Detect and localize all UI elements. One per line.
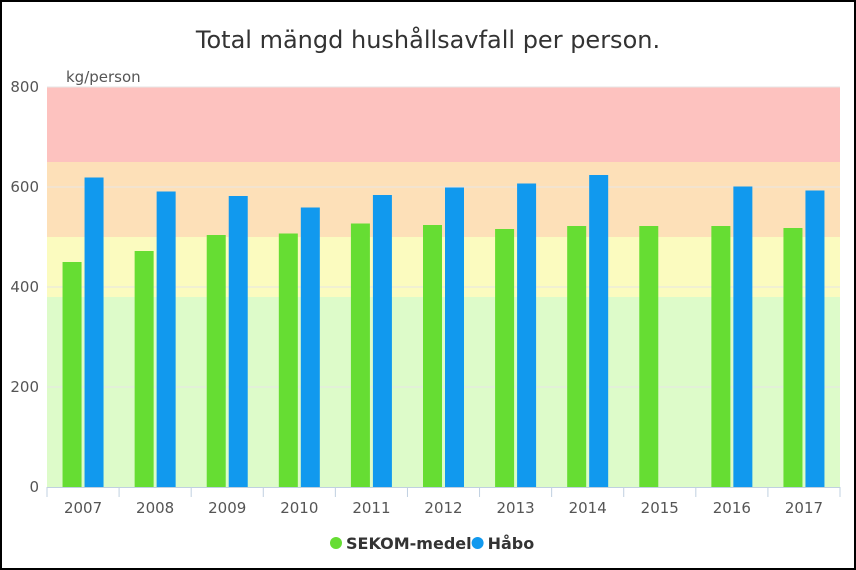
x-tick-label: 2012 (424, 499, 462, 517)
x-tick-label: 2016 (713, 499, 751, 517)
bar-SEKOM-medel-2015 (639, 226, 659, 487)
y-tick-label: 400 (10, 278, 39, 296)
x-tick-label: 2007 (64, 499, 102, 517)
bar-SEKOM-medel-2013 (495, 229, 515, 487)
axes: 0 200 400 600 800 2007 2008 2009 2010 2011 2012 201… (10, 78, 841, 517)
bar-SEKOM-medel-2010 (278, 233, 298, 487)
bar-Håbo-2009 (228, 196, 248, 487)
legend-marker (330, 537, 342, 549)
bar-SEKOM-medel-2012 (423, 225, 442, 487)
bar-SEKOM-medel-2011 (350, 223, 370, 487)
x-tick-label: 2009 (208, 499, 246, 517)
bar-SEKOM-medel-2007 (62, 262, 82, 487)
y-axis-unit-label: kg/person (66, 68, 141, 86)
legend-label: Håbo (488, 534, 535, 553)
bar-Håbo-2007 (84, 177, 104, 487)
legend-item-SEKOM-medel[interactable]: SEKOM-medel (330, 534, 472, 553)
bar-Håbo-2010 (300, 207, 320, 487)
x-tick-label: 2014 (569, 499, 607, 517)
x-tick-label: 2013 (496, 499, 534, 517)
bar-Håbo-2012 (445, 187, 464, 487)
y-tick-label: 200 (10, 378, 39, 396)
y-tick-label: 800 (10, 78, 39, 96)
bar-Håbo-2017 (805, 190, 825, 487)
gridlines (47, 86, 840, 388)
x-tick-label: 2017 (785, 499, 823, 517)
x-tick-label: 2010 (280, 499, 318, 517)
x-tick-label: 2008 (136, 499, 174, 517)
bar-Håbo-2013 (517, 183, 537, 487)
band-3 (47, 87, 840, 162)
bar-SEKOM-medel-2008 (134, 251, 154, 487)
chart-title: Total mängd hushållsavfall per person. (195, 25, 660, 54)
legend-marker (471, 537, 484, 549)
band-2 (47, 162, 840, 237)
bar-Håbo-2008 (156, 191, 176, 487)
y-tick-label: 0 (29, 478, 39, 496)
legend-label: SEKOM-medel (346, 534, 472, 553)
bar-Håbo-2011 (372, 195, 392, 487)
bar-SEKOM-medel-2014 (567, 226, 587, 487)
bar-SEKOM-medel-2016 (711, 226, 731, 487)
x-tick-label: 2011 (352, 499, 390, 517)
bars (62, 175, 825, 487)
bar-Håbo-2016 (733, 186, 753, 487)
x-tick-label: 2015 (641, 499, 679, 517)
legend[interactable]: SEKOM-medel Håbo (330, 534, 534, 553)
bar-SEKOM-medel-2017 (783, 228, 803, 487)
band-0 (47, 297, 840, 487)
bar-SEKOM-medel-2009 (206, 235, 226, 487)
bar-Håbo-2014 (589, 175, 609, 487)
legend-item-Håbo[interactable]: Håbo (471, 534, 535, 553)
y-tick-label: 600 (10, 178, 39, 196)
